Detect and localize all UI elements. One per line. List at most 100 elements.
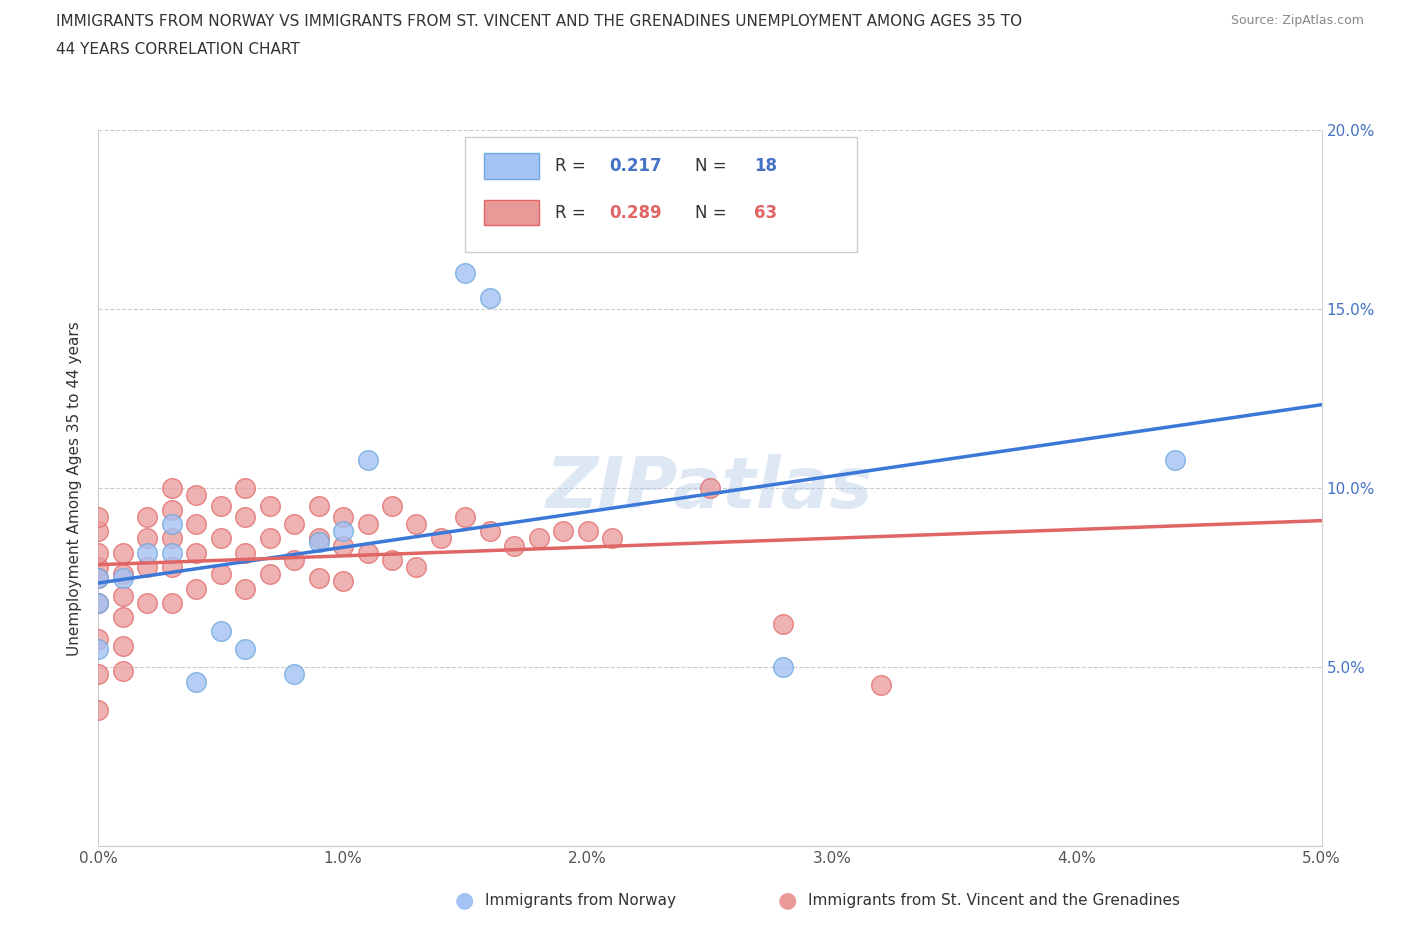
Point	[87, 595, 110, 610]
FancyBboxPatch shape	[484, 153, 538, 179]
Point	[699, 481, 721, 496]
Y-axis label: Unemployment Among Ages 35 to 44 years: Unemployment Among Ages 35 to 44 years	[67, 321, 83, 656]
Point	[160, 502, 183, 517]
Point	[527, 531, 550, 546]
Text: Source: ZipAtlas.com: Source: ZipAtlas.com	[1230, 14, 1364, 27]
Point	[160, 517, 183, 532]
Text: R =: R =	[555, 204, 591, 221]
Point	[356, 452, 378, 467]
Point	[111, 610, 134, 625]
Point	[136, 531, 159, 546]
Point	[233, 510, 256, 525]
Text: IMMIGRANTS FROM NORWAY VS IMMIGRANTS FROM ST. VINCENT AND THE GRENADINES UNEMPLO: IMMIGRANTS FROM NORWAY VS IMMIGRANTS FRO…	[56, 14, 1022, 29]
Point	[503, 538, 526, 553]
Point	[1164, 452, 1187, 467]
Point	[87, 703, 110, 718]
Point	[405, 517, 427, 532]
Point	[87, 510, 110, 525]
Text: 63: 63	[754, 204, 778, 221]
Point	[209, 624, 232, 639]
Point	[186, 581, 208, 596]
Point	[160, 531, 183, 546]
Point	[576, 524, 599, 538]
Point	[454, 510, 477, 525]
Point	[87, 642, 110, 657]
FancyBboxPatch shape	[484, 200, 538, 225]
Point	[111, 638, 134, 653]
Point	[87, 631, 110, 646]
Text: 0.217: 0.217	[610, 157, 662, 175]
Text: Immigrants from Norway: Immigrants from Norway	[485, 893, 676, 908]
Point	[87, 560, 110, 575]
Point	[136, 560, 159, 575]
Point	[160, 560, 183, 575]
Point	[111, 566, 134, 581]
Text: N =: N =	[696, 204, 733, 221]
Point	[430, 531, 453, 546]
Point	[381, 552, 404, 567]
Point	[233, 481, 256, 496]
Point	[405, 560, 427, 575]
Point	[478, 524, 501, 538]
Point	[233, 545, 256, 560]
Point	[186, 488, 208, 503]
Point	[87, 570, 110, 585]
Point	[259, 531, 281, 546]
Text: 0.289: 0.289	[610, 204, 662, 221]
Point	[160, 595, 183, 610]
Text: 44 YEARS CORRELATION CHART: 44 YEARS CORRELATION CHART	[56, 42, 299, 57]
Point	[259, 566, 281, 581]
Point	[160, 481, 183, 496]
Point	[87, 545, 110, 560]
Point	[87, 570, 110, 585]
Point	[308, 498, 330, 513]
Text: ZIPatlas: ZIPatlas	[547, 454, 873, 523]
Point	[553, 524, 575, 538]
Point	[186, 517, 208, 532]
Point	[283, 667, 305, 682]
Point	[259, 498, 281, 513]
Point	[332, 524, 354, 538]
Point	[332, 510, 354, 525]
Point	[209, 566, 232, 581]
FancyBboxPatch shape	[465, 138, 856, 252]
Point	[111, 545, 134, 560]
Point	[283, 517, 305, 532]
Point	[308, 531, 330, 546]
Point	[454, 266, 477, 281]
Text: ●: ●	[454, 890, 474, 910]
Point	[308, 535, 330, 550]
Point	[209, 531, 232, 546]
Text: ●: ●	[778, 890, 797, 910]
Point	[87, 524, 110, 538]
Point	[772, 617, 794, 631]
Point	[233, 581, 256, 596]
Point	[136, 545, 159, 560]
Point	[332, 538, 354, 553]
Point	[332, 574, 354, 589]
Point	[136, 510, 159, 525]
Point	[283, 552, 305, 567]
Point	[136, 595, 159, 610]
Text: 18: 18	[754, 157, 778, 175]
Point	[186, 674, 208, 689]
Point	[186, 545, 208, 560]
Point	[356, 517, 378, 532]
Point	[870, 678, 893, 693]
Point	[233, 642, 256, 657]
Point	[356, 545, 378, 560]
Point	[111, 570, 134, 585]
Point	[600, 531, 623, 546]
Text: R =: R =	[555, 157, 591, 175]
Point	[209, 498, 232, 513]
Text: N =: N =	[696, 157, 733, 175]
Point	[381, 498, 404, 513]
Point	[478, 291, 501, 306]
Point	[87, 595, 110, 610]
Point	[111, 663, 134, 678]
Point	[772, 660, 794, 675]
Point	[160, 545, 183, 560]
Point	[87, 667, 110, 682]
Point	[111, 589, 134, 604]
Point	[308, 570, 330, 585]
